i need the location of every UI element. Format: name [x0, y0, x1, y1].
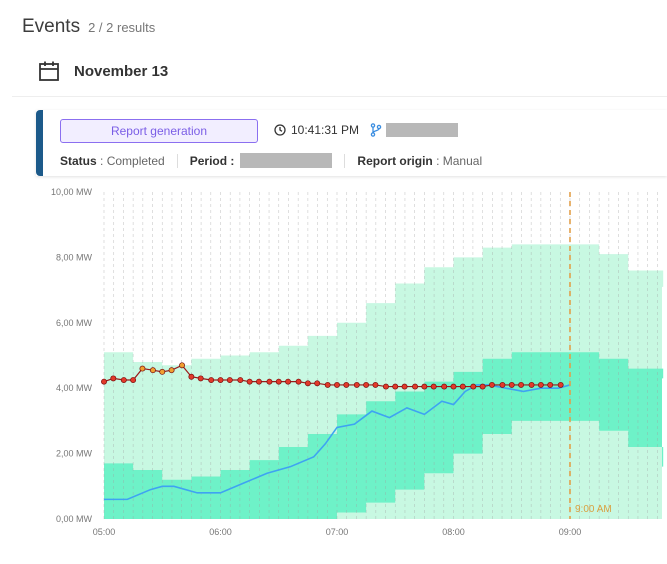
forecast-point: [237, 377, 244, 383]
forecast-point: [334, 381, 340, 388]
redacted-source: [386, 123, 458, 137]
origin-colon: :: [432, 153, 443, 168]
forecast-point: [528, 381, 535, 388]
forecast-point: [110, 375, 117, 382]
forecast-point: [557, 381, 564, 388]
clock-icon: [274, 124, 286, 136]
period-key: Period: [189, 153, 228, 168]
forecast-point: [304, 380, 311, 387]
outer-band: [104, 244, 664, 519]
forecast-point: [255, 378, 262, 385]
forecast-point: [101, 378, 107, 385]
forecast-point: [401, 383, 408, 390]
origin-key: Report origin: [357, 153, 433, 168]
forecast-point: [508, 381, 515, 388]
status-value: Completed: [106, 153, 165, 168]
date-row: November 13: [38, 60, 168, 82]
chart-series: [101, 362, 571, 501]
actual-power-line: [104, 384, 571, 501]
forecast-point: [139, 365, 146, 372]
forecast-point: [266, 378, 273, 385]
forecast-point: [275, 378, 282, 385]
forecast-point: [363, 381, 370, 388]
redacted-period: [240, 153, 333, 168]
forecast-point: [130, 377, 137, 383]
x-tick-label: 08:00: [442, 527, 465, 537]
forecast-point: [488, 381, 495, 388]
forecast-point: [179, 362, 186, 369]
status-colon: :: [96, 153, 107, 168]
forecast-point: [343, 381, 350, 388]
chart-grid: [103, 192, 658, 519]
forecast-point: [412, 383, 419, 390]
forecast-point: [430, 383, 437, 390]
status-key: Status: [60, 153, 97, 168]
forecast-point: [149, 367, 156, 374]
forecast-point: [285, 378, 292, 385]
x-tick-label: 09:00: [559, 527, 582, 537]
forecast-point: [226, 377, 233, 383]
card-accent: [36, 110, 43, 176]
forecast-point: [421, 383, 428, 390]
y-axis: 10,00 MW 8,00 MW 6,00 MW 4,00 MW 2,00 MW 0,00…: [51, 187, 93, 524]
meta-separator: [176, 153, 178, 168]
calendar-icon: [38, 60, 60, 82]
x-axis: 05:00 06:00 07:00 08:00 09:00: [93, 527, 582, 537]
x-tick-label: 06:00: [209, 527, 232, 537]
forecast-point: [188, 373, 195, 380]
y-tick-label: 4,00 MW: [56, 383, 93, 393]
y-tick-label: 6,00 MW: [56, 318, 93, 328]
y-tick-label: 8,00 MW: [56, 252, 93, 262]
forecast-point: [353, 381, 360, 388]
chart-bands: [104, 244, 664, 519]
forecast-point: [246, 378, 253, 385]
forecast-point: [168, 367, 175, 374]
forecast-point: [499, 381, 506, 388]
y-tick-label: 2,00 MW: [56, 449, 93, 459]
report-generation-button[interactable]: Report generation: [60, 119, 258, 143]
forecast-point: [470, 383, 477, 390]
forecast-point: [392, 383, 399, 390]
forecast-point: [120, 377, 127, 383]
forecast-point: [295, 378, 302, 385]
forecast-point: [547, 381, 554, 388]
forecast-point: [208, 377, 215, 383]
forecast-point: [441, 383, 448, 390]
forecast-point: [372, 381, 379, 388]
forecast-point: [450, 383, 457, 390]
meta-separator: [344, 153, 346, 168]
y-tick-label: 10,00 MW: [51, 187, 93, 197]
forecast-point: [382, 383, 389, 390]
y-tick-label: 0,00 MW: [56, 514, 93, 524]
branch-icon: [370, 123, 382, 137]
events-header: Events 2 / 2 results: [22, 16, 155, 38]
period-colon: :: [227, 153, 235, 168]
x-tick-label: 07:00: [326, 527, 349, 537]
forecast-point: [217, 377, 224, 383]
page-title: Events: [22, 16, 81, 37]
event-time-text: 10:41:31 PM: [291, 123, 360, 137]
inner-band: [104, 352, 664, 519]
forecast-point: [459, 383, 466, 390]
now-marker: 9:00 AM: [569, 192, 612, 519]
forecast-point: [314, 380, 321, 387]
event-time: 10:41:31 PM: [274, 123, 359, 137]
forecast-point: [537, 381, 544, 388]
event-meta: Status : Completed Period : Report origi…: [60, 153, 482, 168]
forecast-point: [479, 383, 486, 390]
event-card[interactable]: Report generation 10:41:31 PM Status : C…: [36, 110, 667, 176]
origin-value: Manual: [442, 153, 483, 168]
results-count: 2 / 2 results: [88, 20, 156, 35]
forecast-point: [159, 368, 166, 375]
power-chart[interactable]: 10,00 MW 8,00 MW 6,00 MW 4,00 MW 2,00 MW 0,00…: [0, 186, 667, 546]
forecast-point: [324, 381, 331, 388]
divider: [12, 96, 667, 97]
date-label: November 13: [74, 62, 169, 80]
forecast-point: [518, 381, 525, 388]
forecast-point: [197, 375, 204, 382]
now-label: 9:00 AM: [575, 504, 612, 515]
x-tick-label: 05:00: [93, 527, 116, 537]
